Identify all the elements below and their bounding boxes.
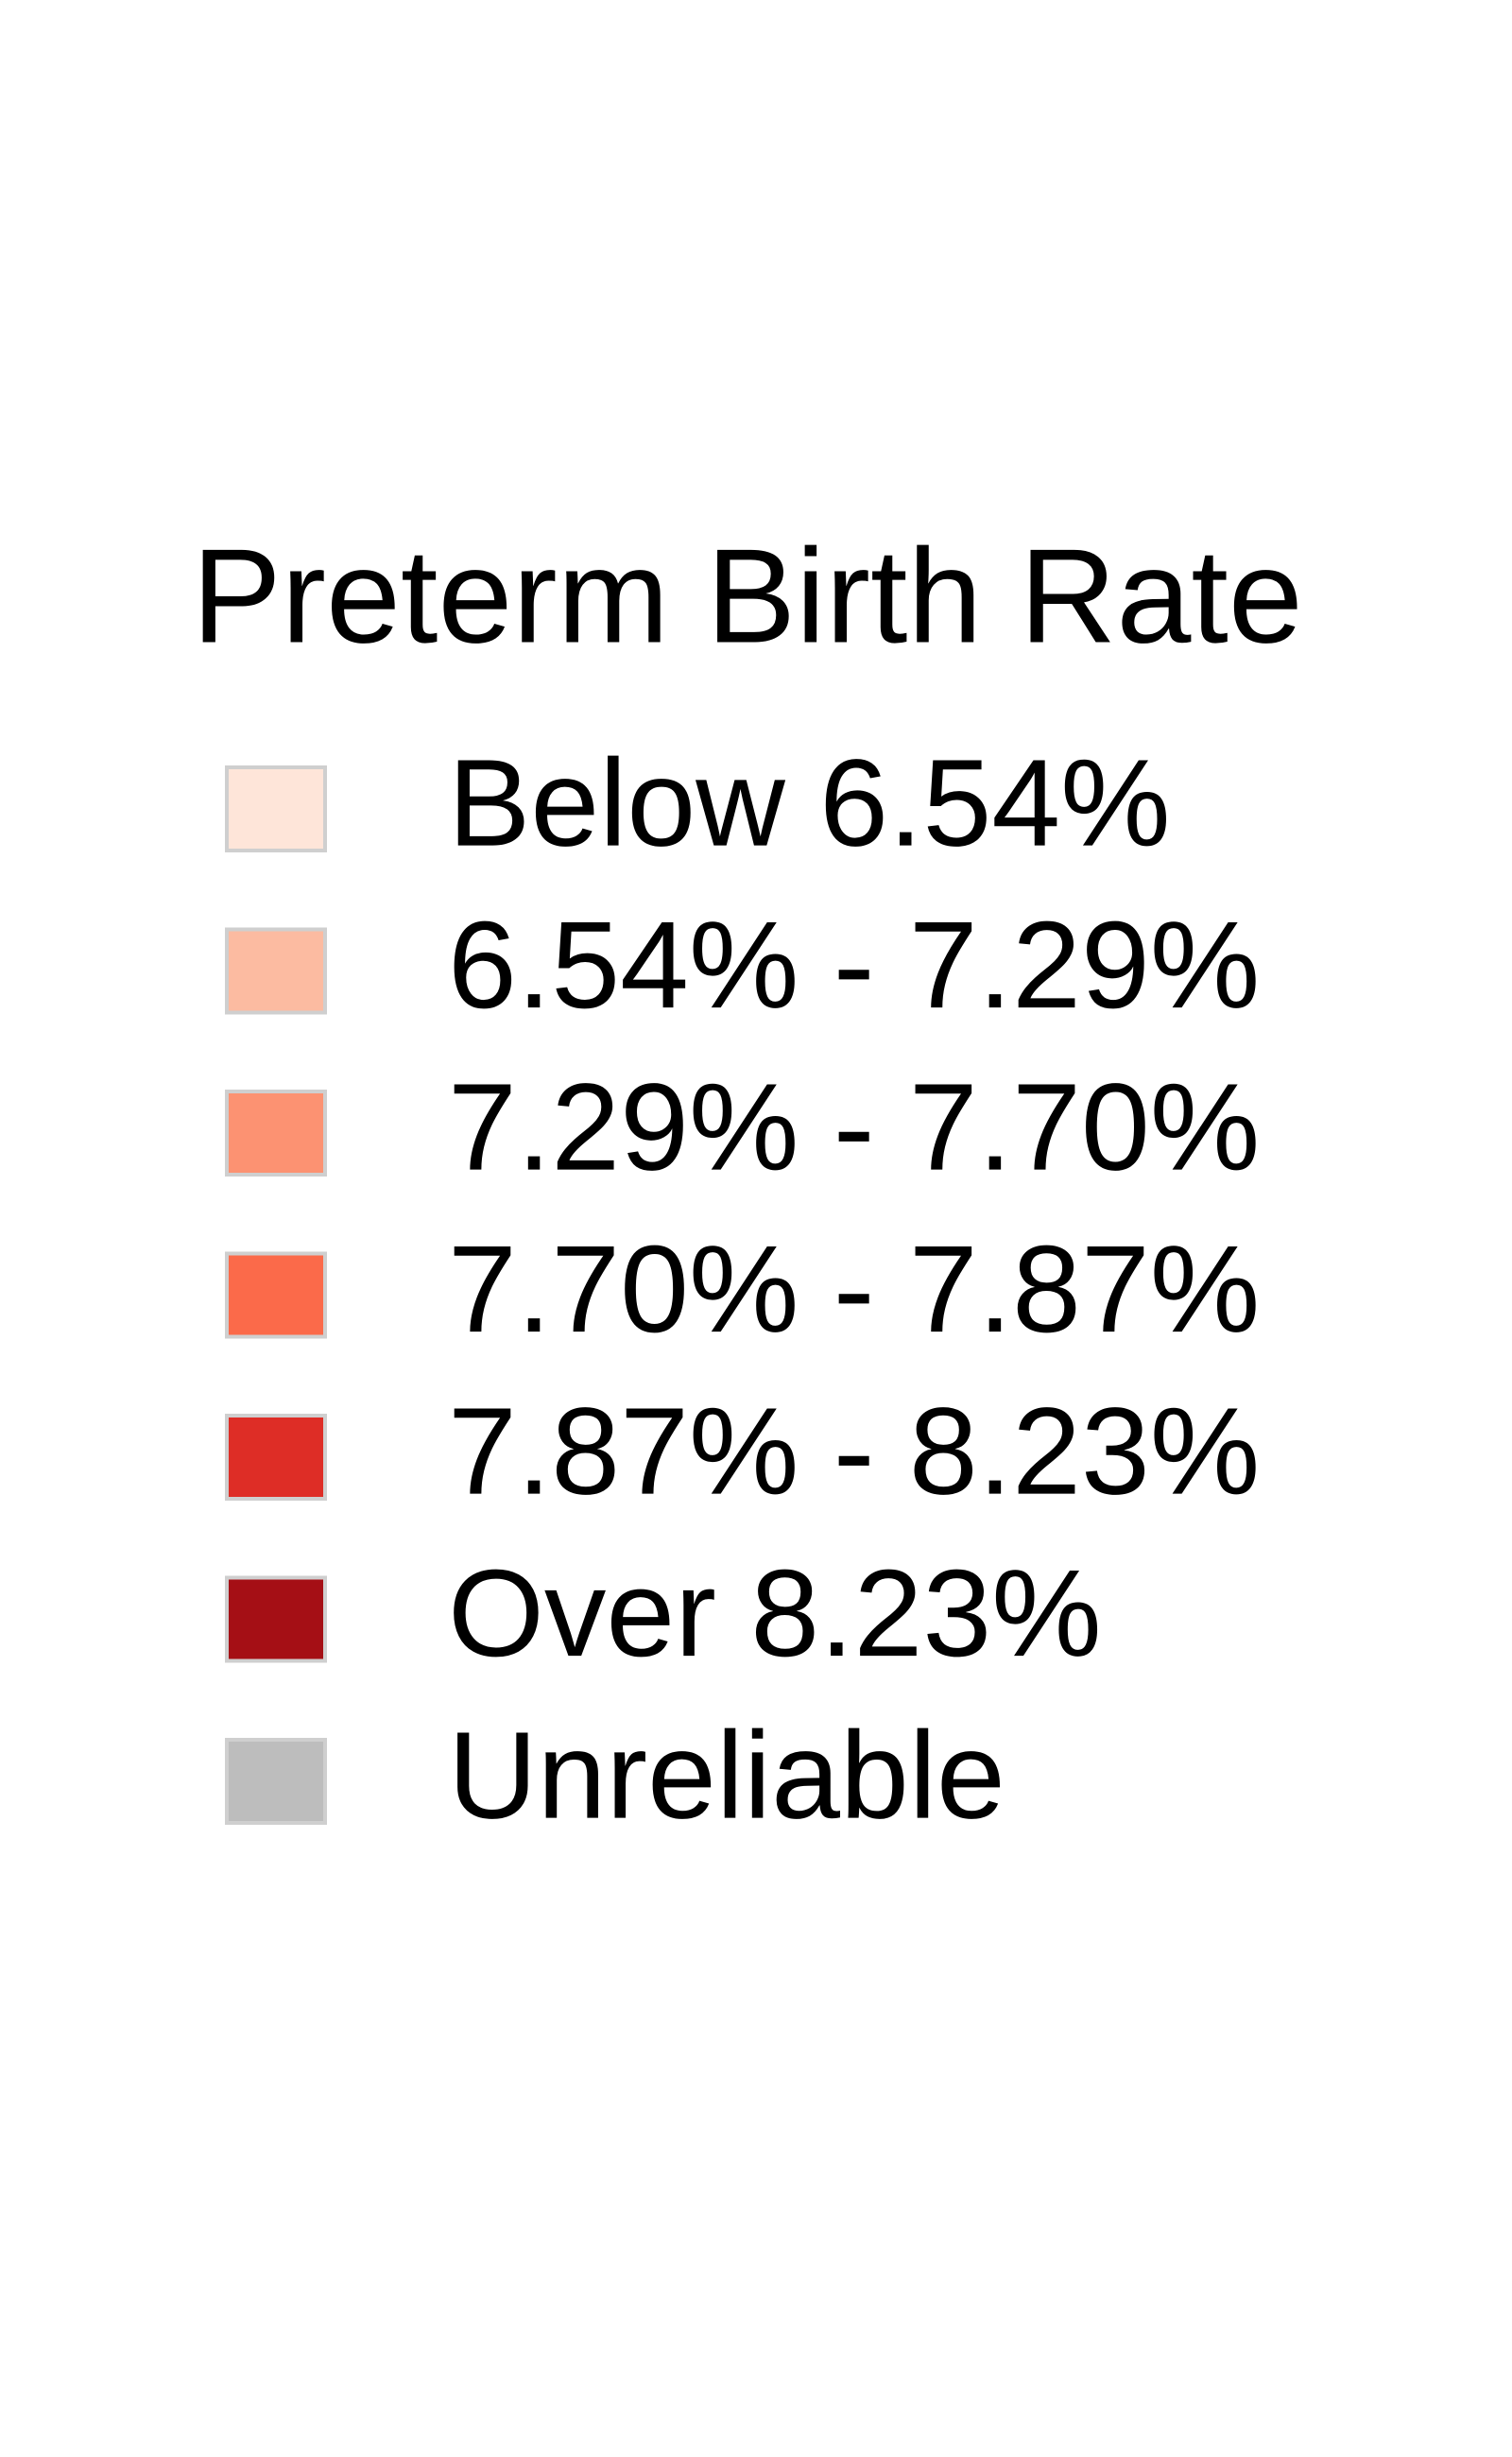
legend-label: Unreliable [448,1706,1005,1845]
legend-swatch [225,1575,327,1663]
legend-swatch [225,1251,327,1339]
legend-swatch [225,1414,327,1501]
legend-swatch [225,1090,327,1177]
legend-swatch [225,765,327,852]
legend-label: 6.54% - 7.29% [448,895,1260,1034]
legend-label: Over 8.23% [448,1543,1102,1682]
legend-swatch [225,927,327,1015]
legend-title: Preterm Birth Rate [192,522,1303,672]
legend-label: Below 6.54% [448,733,1171,872]
legend-swatch [225,1738,327,1825]
legend-label: 7.70% - 7.87% [448,1219,1260,1358]
legend-label: 7.87% - 8.23% [448,1382,1260,1521]
legend-label: 7.29% - 7.70% [448,1057,1260,1196]
